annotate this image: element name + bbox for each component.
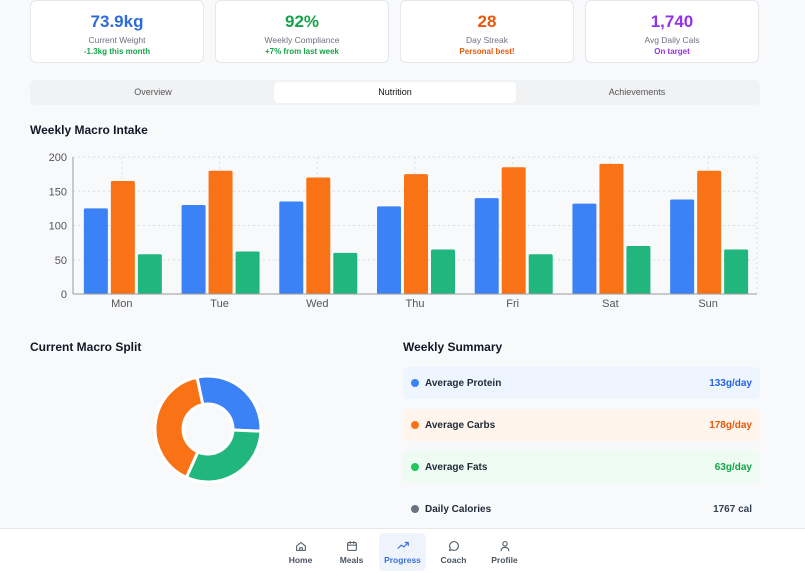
x-tick-label: Thu [406, 298, 425, 310]
summary-label: Average Protein [425, 377, 502, 389]
nav-label: Meals [339, 555, 364, 565]
summary-value: 63g/day [714, 461, 752, 473]
stat-card: 73.9kg Current Weight -1.3kg this month [30, 0, 204, 63]
x-tick-label: Sun [698, 298, 718, 310]
user-icon [500, 541, 509, 552]
summary-row: Daily Calories 1767 cal [403, 493, 760, 525]
nav-home[interactable]: Home [277, 533, 324, 571]
bar-sat-1 [599, 163, 624, 294]
stat-card: 28 Day Streak Personal best! [400, 0, 574, 63]
bar-sat-2 [626, 246, 651, 294]
y-tick-label: 0 [61, 289, 67, 301]
bar-thu-1 [404, 174, 428, 294]
bottom-nav: Home Meals Progress Coach Profile [0, 528, 805, 573]
bar-wed-1 [306, 177, 331, 294]
nav-label: Progress [384, 555, 421, 565]
weekly-summary-title: Weekly Summary [403, 340, 503, 354]
stat-label: Weekly Compliance [264, 35, 340, 45]
summary-value: 178g/day [709, 419, 752, 431]
stat-sub: On target [654, 47, 690, 56]
trending-up-icon [396, 541, 409, 550]
summary-row: Average Fats 63g/day [403, 451, 760, 483]
x-tick-label: Tue [210, 298, 229, 310]
stat-card: 1,740 Avg Daily Cals On target [585, 0, 759, 63]
nav-coach[interactable]: Coach [430, 533, 477, 571]
summary-label: Average Fats [425, 461, 488, 473]
bar-mon-1 [110, 180, 135, 294]
y-tick-label: 100 [49, 221, 67, 233]
bar-mon-0 [83, 208, 108, 294]
bar-mon-2 [137, 254, 162, 294]
summary-row: Average Carbs 178g/day [403, 409, 760, 441]
stat-card: 92% Weekly Compliance +7% from last week [215, 0, 389, 63]
donut-slice-1 [184, 428, 263, 484]
calendar-icon [346, 541, 357, 551]
home-icon [295, 541, 306, 551]
y-tick-label: 200 [49, 152, 67, 164]
summary-label: Daily Calories [425, 503, 492, 515]
stat-value: 92% [284, 12, 320, 31]
summary-label: Average Carbs [425, 419, 496, 431]
tab-bar: Overview Nutrition Achievements [30, 80, 760, 105]
nav-label: Coach [440, 555, 467, 565]
nav-label: Profile [491, 555, 518, 565]
weekly-macro-title: Weekly Macro Intake [30, 123, 148, 137]
stat-label: Current Weight [88, 35, 146, 45]
color-dot-icon [411, 421, 419, 429]
bar-sun-1 [697, 170, 722, 294]
color-dot-icon [411, 463, 419, 471]
x-tick-label: Mon [111, 298, 132, 310]
summary-value: 1767 cal [713, 503, 752, 515]
bar-sun-0 [670, 199, 695, 294]
macro-split-donut [153, 374, 263, 484]
chat-icon [448, 541, 459, 552]
tab-nutrition[interactable]: Nutrition [274, 82, 516, 103]
bar-fri-0 [474, 198, 499, 294]
stat-value: 28 [477, 12, 497, 31]
bar-tue-0 [181, 204, 206, 294]
bar-thu-0 [377, 206, 401, 294]
y-tick-label: 150 [49, 186, 67, 198]
bar-tue-2 [235, 251, 260, 294]
stat-value: 73.9kg [90, 12, 144, 31]
bar-fri-1 [501, 167, 526, 294]
bar-wed-0 [279, 201, 304, 294]
stat-value: 1,740 [650, 12, 694, 31]
color-dot-icon [411, 379, 419, 387]
stat-sub: -1.3kg this month [83, 47, 151, 56]
nav-meals[interactable]: Meals [328, 533, 375, 571]
x-tick-label: Wed [306, 298, 328, 310]
nav-label: Home [288, 555, 313, 565]
bar-fri-2 [528, 254, 553, 294]
stat-sub: +7% from last week [264, 47, 340, 56]
donut-slice-0 [195, 374, 263, 433]
summary-row: Average Protein 133g/day [403, 367, 760, 399]
bar-wed-2 [333, 252, 358, 294]
tab-achievements[interactable]: Achievements [608, 87, 666, 97]
x-tick-label: Sat [602, 298, 619, 310]
stat-label: Avg Daily Cals [644, 35, 700, 45]
x-tick-label: Fri [506, 298, 519, 310]
y-tick-label: 50 [55, 255, 67, 267]
bar-tue-1 [208, 170, 233, 294]
nav-progress[interactable]: Progress [379, 533, 426, 571]
summary-value: 133g/day [709, 377, 752, 389]
nav-profile[interactable]: Profile [481, 533, 528, 571]
donut-slice-2 [153, 375, 205, 480]
macro-split-title: Current Macro Split [30, 340, 142, 354]
weekly-macro-chart: 0 50 100 150 200 Mon Tue Wed Thu Fri Sat Sun [49, 152, 758, 310]
bar-thu-2 [431, 249, 455, 294]
stat-sub: Personal best! [459, 47, 515, 56]
bar-sun-2 [724, 249, 749, 294]
tab-overview[interactable]: Overview [134, 87, 172, 97]
color-dot-icon [411, 505, 419, 513]
stat-label: Day Streak [465, 35, 509, 45]
bar-sat-0 [572, 203, 597, 294]
